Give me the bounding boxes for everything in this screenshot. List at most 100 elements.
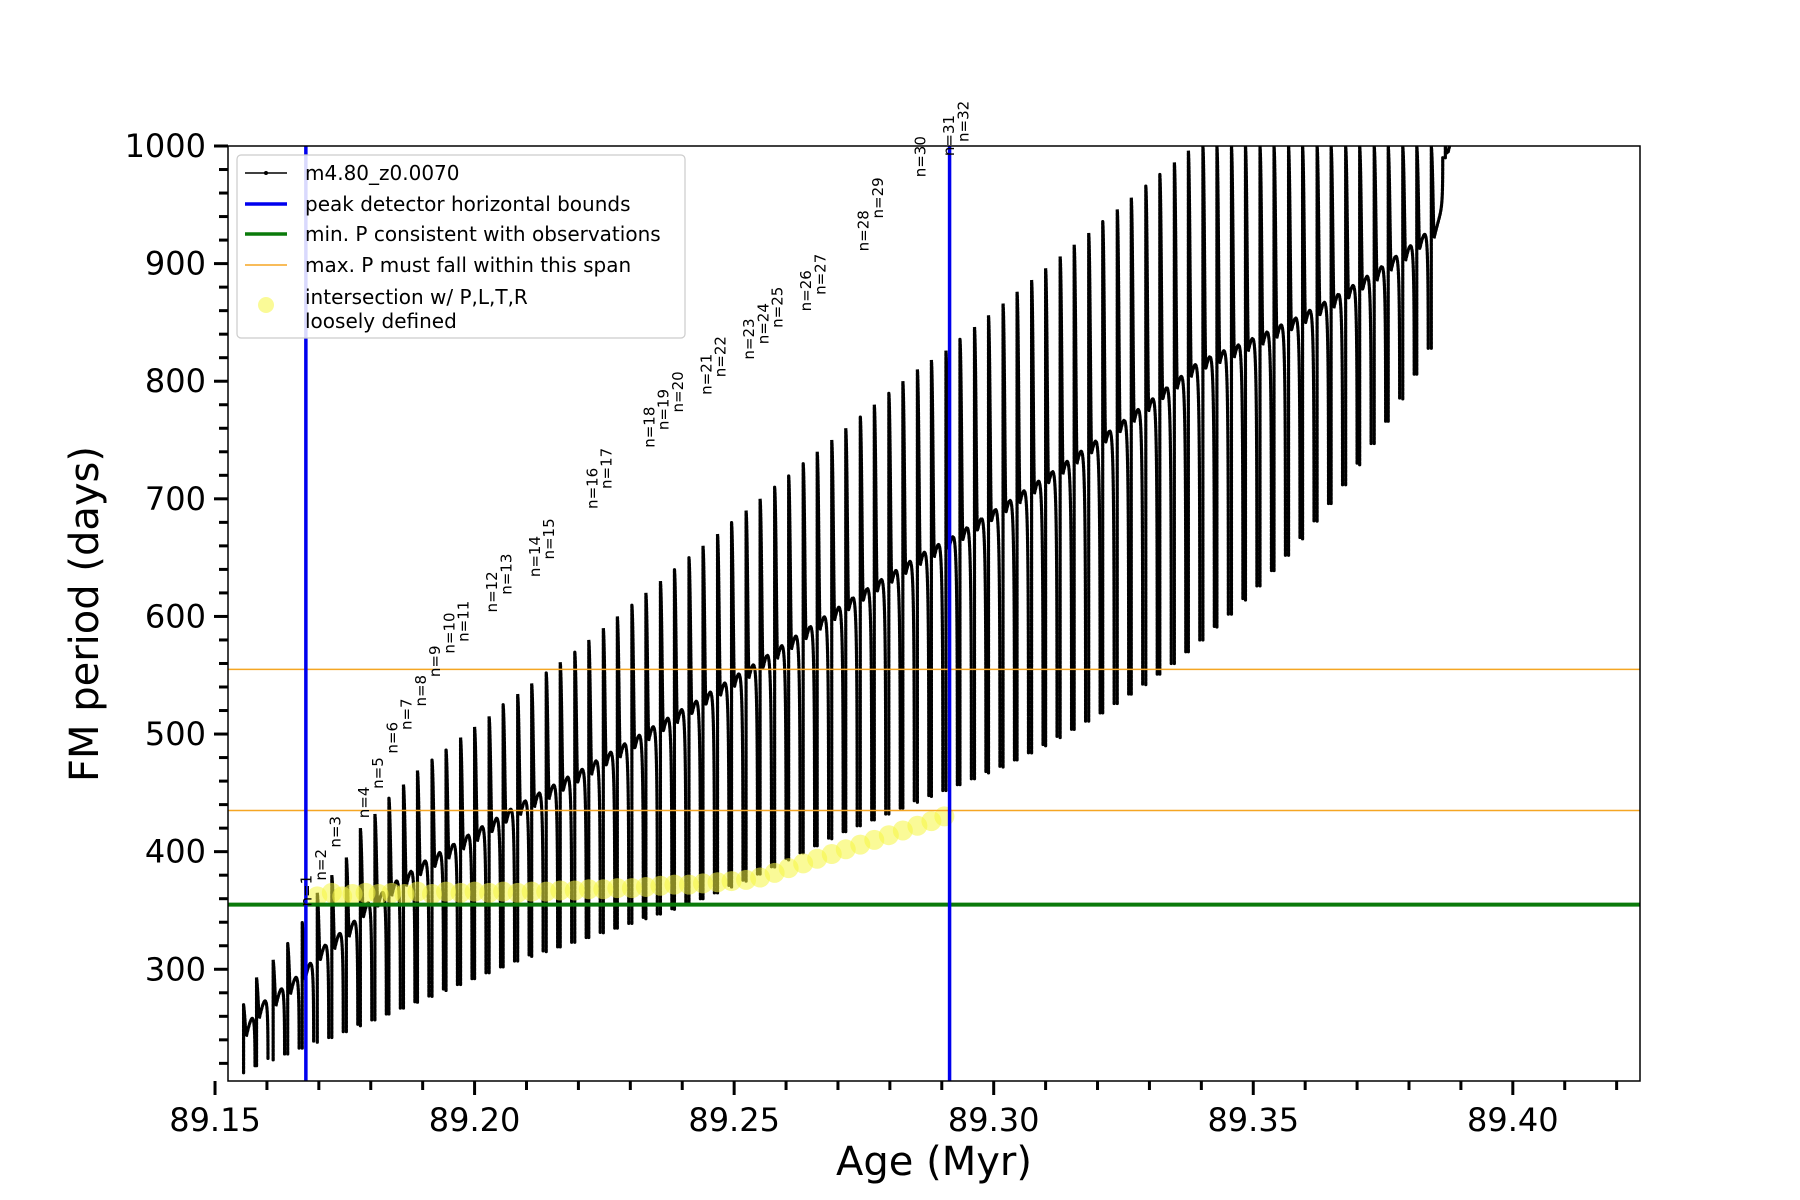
flash-peak-label: n=27 [812, 254, 830, 295]
track-pulse [1144, 185, 1159, 687]
flash-peak-label: n=26 [797, 270, 815, 311]
track-pulse [254, 977, 270, 1068]
legend-label: max. P must fall within this span [305, 253, 631, 277]
flash-peak-label: n=2 [312, 849, 330, 881]
track-pulse [587, 639, 602, 940]
flash-peak-label: n=14 [526, 536, 544, 577]
flash-peak-label: n=21 [698, 354, 716, 395]
track-pulse [1243, 146, 1259, 602]
flash-peak-label: n=15 [540, 518, 558, 559]
x-tick-label: 89.15 [169, 1101, 261, 1139]
track-pulse [658, 580, 674, 916]
x-tick-label: 89.35 [1207, 1101, 1299, 1139]
track-pulse [1229, 146, 1245, 616]
track-pulse [1129, 197, 1145, 696]
track-pulse [1372, 146, 1388, 446]
flash-peak-label: n=8 [412, 675, 430, 707]
intersection-marker [578, 879, 599, 900]
flash-peak-label: n=9 [426, 646, 444, 678]
track-pulse [901, 381, 916, 810]
y-axis-label: FM period (days) [62, 446, 108, 782]
track-pulse [872, 404, 888, 822]
track-pulse [773, 486, 788, 869]
flash-peak-label: n=7 [397, 698, 415, 730]
track-pulse [358, 827, 374, 1028]
plot-frame [227, 145, 1641, 1082]
flash-peak-label: n=11 [455, 601, 473, 642]
y-tick-label: 600 [145, 597, 206, 635]
track-pulse [887, 392, 902, 816]
track-pulse [1358, 146, 1373, 467]
intersection-marker [635, 876, 656, 897]
flash-peak-label: n=25 [769, 287, 787, 328]
intersection-marker [934, 806, 955, 827]
track-pulse [1443, 146, 1452, 160]
track-pulse [1300, 146, 1316, 541]
track-pulse [1286, 146, 1302, 557]
track-pulse [1015, 291, 1031, 762]
track-pulse [1158, 174, 1173, 676]
x-axis-label: Age (Myr) [836, 1139, 1032, 1185]
track-pulse [1344, 146, 1359, 487]
track-pulse [972, 326, 988, 781]
intersection-marker [436, 881, 457, 902]
track-pulse [815, 451, 831, 848]
track-pulse [1186, 150, 1202, 654]
intersection-marker [493, 881, 514, 902]
track-pulse [758, 498, 774, 876]
track-pulse [1315, 146, 1331, 523]
track-pulse [1201, 146, 1216, 642]
track-pulse [729, 522, 745, 889]
intersection-marker [607, 878, 628, 899]
legend-label: min. P consistent with observations [305, 222, 661, 246]
track-pulse [1172, 162, 1188, 666]
y-tick-label: 500 [145, 715, 206, 753]
flash-peak-label: n=30 [911, 136, 929, 177]
legend-handle-track-marker [264, 171, 268, 175]
track-pulse [672, 569, 688, 911]
track-pulse [1029, 279, 1045, 755]
track-pulse [501, 704, 517, 969]
track-pulse [830, 439, 845, 841]
x-tick-label: 89.20 [429, 1101, 521, 1139]
y-tick-label: 900 [145, 245, 206, 283]
intersection-marker [721, 871, 742, 892]
intersection-marker [664, 874, 685, 895]
track-pulse [1329, 146, 1345, 506]
track-pulse [915, 369, 931, 804]
track-pulse [1272, 146, 1288, 573]
track-pulse [286, 943, 301, 1056]
track-pulse [516, 693, 531, 963]
track-pulse [1058, 256, 1074, 740]
flash-peak-label: n=24 [755, 303, 773, 344]
x-tick-label: 89.25 [688, 1101, 780, 1139]
track-pulse [487, 716, 503, 975]
track-pulse [458, 737, 474, 987]
track-pulse [241, 1004, 257, 1075]
track-pulse [1401, 146, 1416, 401]
legend-label: peak detector horizontal bounds [305, 192, 631, 216]
track-pulse [986, 315, 1002, 775]
track-pulse [744, 510, 760, 883]
legend-box [236, 154, 686, 339]
track-pulse [630, 604, 645, 926]
track-pulse [958, 338, 973, 787]
intersection-marker [464, 881, 485, 902]
flash-peak-label: n=16 [583, 468, 601, 509]
y-tick-label: 800 [145, 362, 206, 400]
x-tick-label: 89.40 [1467, 1101, 1559, 1139]
track-pulse [472, 726, 488, 981]
track-pulse [1001, 303, 1017, 769]
axes: 89.15 89.20 89.25 89.30 89.35 89.40 300 400 500 6… [125, 127, 1619, 1139]
track-pulse [687, 557, 702, 907]
flash-peak-label: n=6 [383, 722, 401, 754]
legend-label: intersection w/ P,L,T,R [305, 285, 528, 309]
y-tick-label: 700 [145, 480, 206, 518]
track-pulse [1072, 244, 1088, 731]
flash-peak-label: n=18 [640, 407, 658, 448]
legend-label: m4.80_z0.0070 [305, 161, 460, 185]
flash-peak-label: n=1 [297, 875, 315, 907]
track-pulse [701, 545, 717, 901]
x-tick-label: 89.30 [948, 1101, 1040, 1139]
